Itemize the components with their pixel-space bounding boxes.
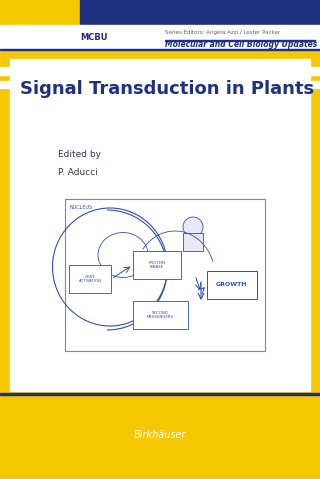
- Bar: [10, 59, 310, 391]
- Bar: [207, 271, 257, 299]
- Bar: [80, 0, 320, 24]
- Text: SECOND
MESSENGERS: SECOND MESSENGERS: [147, 311, 173, 319]
- Bar: [165, 40, 315, 41]
- Bar: [0, 67, 320, 75]
- Bar: [133, 251, 181, 279]
- Text: Signal Transduction in Plants: Signal Transduction in Plants: [20, 80, 314, 98]
- Bar: [65, 199, 265, 351]
- Bar: [0, 81, 320, 88]
- Text: Molecular and Cell Biology Updates: Molecular and Cell Biology Updates: [165, 39, 317, 48]
- Bar: [133, 301, 188, 329]
- Text: PROTEIN
KINASE: PROTEIN KINASE: [148, 261, 165, 269]
- Text: Edited by: Edited by: [58, 149, 101, 159]
- Text: NUCLEUS: NUCLEUS: [69, 205, 92, 210]
- Bar: [0, 393, 320, 395]
- Text: MCBU: MCBU: [80, 33, 108, 42]
- Bar: [183, 233, 203, 251]
- Text: GENE
ACTIVATION: GENE ACTIVATION: [78, 274, 101, 283]
- Bar: [69, 265, 111, 293]
- Text: Birkhäuser: Birkhäuser: [134, 430, 186, 440]
- Bar: [0, 25, 320, 49]
- Text: GROWTH: GROWTH: [216, 283, 248, 287]
- Bar: [0, 48, 320, 50]
- Text: P. Aducci: P. Aducci: [58, 168, 98, 176]
- Text: Series Editors: Angela Azzi / Lester Packer: Series Editors: Angela Azzi / Lester Pac…: [165, 30, 280, 34]
- Circle shape: [183, 217, 203, 237]
